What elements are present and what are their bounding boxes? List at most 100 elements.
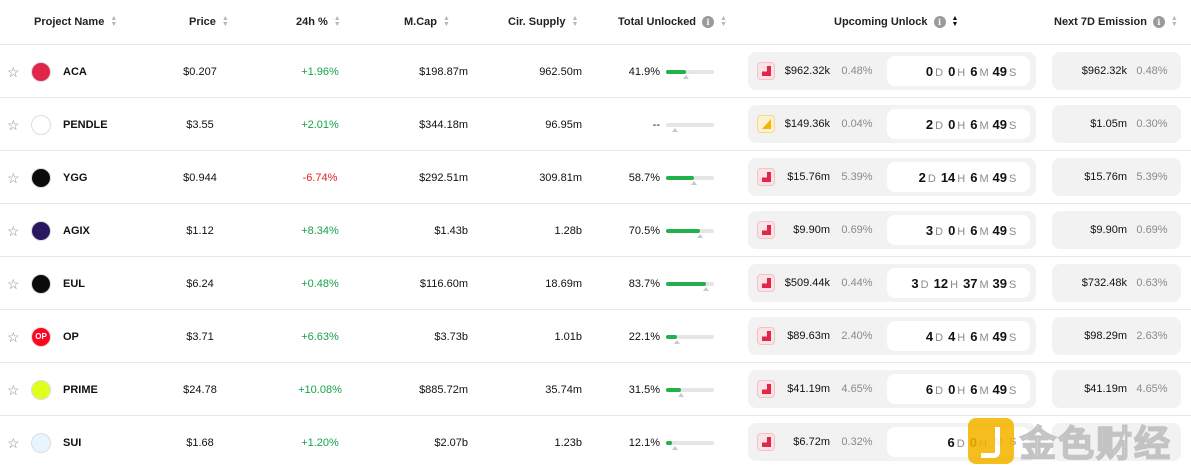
unit-days: D xyxy=(927,172,936,185)
col-project-name[interactable]: Project Name ▲ ▼ xyxy=(34,0,117,44)
project-symbol[interactable]: PENDLE xyxy=(63,118,108,131)
upcoming-unlock-card[interactable]: $509.44k 0.44% 3 D 12 H 37 M 39 S xyxy=(748,264,1036,302)
unit-hours: H xyxy=(957,384,966,397)
col-24h[interactable]: 24h % ▲ ▼ xyxy=(296,0,341,44)
unlock-marker-icon xyxy=(683,74,689,79)
info-icon[interactable]: i xyxy=(702,16,715,28)
unit-minutes: M xyxy=(979,278,989,291)
next-7d-emission-card[interactable]: $41.19m 4.65% xyxy=(1052,370,1181,408)
unit-seconds: S xyxy=(1009,172,1017,185)
upcoming-unlock-amount: $9.90m xyxy=(793,224,830,236)
sort-icon[interactable]: ▲ ▼ xyxy=(571,15,579,28)
mcap-value: $2.07b xyxy=(434,436,468,449)
sort-icon[interactable]: ▲ ▼ xyxy=(110,15,118,28)
col-total-unlocked[interactable]: Total Unlocked i ▲ ▼ xyxy=(618,0,727,44)
next-7d-emission-card[interactable] xyxy=(1052,423,1181,461)
table-row[interactable]: ☆ OP OP $3.71 +6.63% $3.73b 1.01b 22.1% $89.63m 2… xyxy=(0,309,1191,362)
next-7d-emission-card[interactable]: $962.32k 0.48% xyxy=(1052,52,1181,90)
table-row[interactable]: ☆ EUL $6.24 +0.48% $116.60m 18.69m 83.7% $509.4… xyxy=(0,256,1191,309)
project-symbol[interactable]: EUL xyxy=(63,277,85,290)
upcoming-unlock-card[interactable]: $149.36k 0.04% 2 D 0 H 6 M 49 S xyxy=(748,105,1036,143)
col-upcoming-unlock[interactable]: Upcoming Unlock i ▲ ▼ xyxy=(834,0,958,44)
project-symbol[interactable]: OP xyxy=(63,330,79,343)
unlock-progress-bar xyxy=(666,387,714,397)
upcoming-unlock-amount: $89.63m xyxy=(787,330,830,342)
countdown-timer: 6 D 0 H 6 M 49 S xyxy=(887,374,1030,404)
table-row[interactable]: ☆ ACA $0.207 +1.96% $198.87m 962.50m 41.9% $962… xyxy=(0,44,1191,97)
project-symbol[interactable]: AGIX xyxy=(63,224,90,237)
project-symbol[interactable]: ACA xyxy=(63,65,87,78)
table-row[interactable]: ☆ YGG $0.944 -6.74% $292.51m 309.81m 58.7% $15.… xyxy=(0,150,1191,203)
star-icon[interactable]: ☆ xyxy=(7,381,20,398)
sort-icon[interactable]: ▲ ▼ xyxy=(720,15,727,28)
pendle-logo-icon xyxy=(31,114,51,135)
countdown-days: 2 xyxy=(925,116,934,132)
project-symbol[interactable]: SUI xyxy=(63,436,82,449)
next-7d-emission-card[interactable]: $1.05m 0.30% xyxy=(1052,105,1181,143)
unit-minutes: M xyxy=(979,331,989,344)
upcoming-unlock-card[interactable]: $89.63m 2.40% 4 D 4 H 6 M 49 S xyxy=(748,317,1036,355)
star-icon[interactable]: ☆ xyxy=(7,328,20,345)
price-value: $24.78 xyxy=(183,383,217,396)
star-icon[interactable]: ☆ xyxy=(7,222,20,239)
upcoming-unlock-card[interactable]: $9.90m 0.69% 3 D 0 H 6 M 49 S xyxy=(748,211,1036,249)
star-icon[interactable]: ☆ xyxy=(7,169,20,186)
col-mcap[interactable]: M.Cap ▲ ▼ xyxy=(404,0,450,44)
col-24h-label: 24h % xyxy=(296,16,328,28)
upcoming-unlock-card[interactable]: $41.19m 4.65% 6 D 0 H 6 M 49 S xyxy=(748,370,1036,408)
next-7d-emission-card[interactable]: $15.76m 5.39% xyxy=(1052,158,1181,196)
upcoming-unlock-amount: $15.76m xyxy=(787,171,830,183)
countdown-days: 2 xyxy=(918,169,926,185)
next-7d-emission-card[interactable]: $98.29m 2.63% xyxy=(1052,317,1181,355)
table-row[interactable]: ☆ PRIME $24.78 +10.08% $885.72m 35.74m 31.5% $4… xyxy=(0,362,1191,415)
change-24h-value: +10.08% xyxy=(298,383,342,396)
unit-hours: H xyxy=(957,66,966,79)
unit-minutes: M xyxy=(979,384,989,397)
sort-icon[interactable]: ▲ ▼ xyxy=(221,15,229,28)
col-next-7d-emission[interactable]: Next 7D Emission i ▲ ▼ xyxy=(1054,0,1178,44)
unlock-type-icon xyxy=(757,433,775,451)
emission-amount: $1.05m xyxy=(1090,118,1127,130)
change-24h-value: +8.34% xyxy=(301,224,339,237)
star-icon[interactable]: ☆ xyxy=(7,275,20,292)
col-next-7d-emission-label: Next 7D Emission xyxy=(1054,16,1147,28)
unit-seconds: S xyxy=(1009,225,1017,238)
unit-hours: H xyxy=(957,331,966,344)
unit-hours: H xyxy=(950,278,959,291)
star-icon[interactable]: ☆ xyxy=(7,434,20,451)
table-row[interactable]: ☆ PENDLE $3.55 +2.01% $344.18m 96.95m -- $149.3… xyxy=(0,97,1191,150)
unlock-marker-icon xyxy=(691,180,697,185)
price-value: $1.68 xyxy=(186,436,214,449)
col-price[interactable]: Price ▲ ▼ xyxy=(189,0,229,44)
price-value: $0.207 xyxy=(183,65,217,78)
next-7d-emission-card[interactable]: $732.48k 0.63% xyxy=(1052,264,1181,302)
unit-minutes: M xyxy=(979,172,989,185)
unlock-progress-bar xyxy=(666,440,714,450)
info-icon[interactable]: i xyxy=(933,16,946,28)
sort-icon[interactable]: ▲ ▼ xyxy=(333,15,341,28)
star-icon[interactable]: ☆ xyxy=(7,63,20,80)
next-7d-emission-card[interactable]: $9.90m 0.69% xyxy=(1052,211,1181,249)
info-icon[interactable]: i xyxy=(1152,16,1165,28)
upcoming-unlock-card[interactable]: $15.76m 5.39% 2 D 14 H 6 M 49 S xyxy=(748,158,1036,196)
sort-icon-active[interactable]: ▲ ▼ xyxy=(951,15,959,28)
project-symbol[interactable]: PRIME xyxy=(63,383,98,396)
table-row[interactable]: ☆ SUI $1.68 +1.20% $2.07b 1.23b 12.1% $6.72m 0.3… xyxy=(0,415,1191,468)
sort-icon[interactable]: ▲ ▼ xyxy=(1170,15,1178,28)
cir-supply-value: 96.95m xyxy=(545,118,582,131)
upcoming-unlock-percent: 0.44% xyxy=(841,277,873,289)
countdown-minutes: 6 xyxy=(970,116,978,132)
change-24h-value: +2.01% xyxy=(301,118,339,131)
sort-icon[interactable]: ▲ ▼ xyxy=(443,15,450,28)
project-symbol[interactable]: YGG xyxy=(63,171,88,184)
table-row[interactable]: ☆ AGIX $1.12 +8.34% $1.43b 1.28b 70.5% $9.90m 0.… xyxy=(0,203,1191,256)
agix-logo-icon xyxy=(31,220,51,241)
countdown-timer: 2 D 14 H 6 M 49 S xyxy=(887,162,1030,192)
emission-percent: 5.39% xyxy=(1136,171,1168,183)
col-cir-supply[interactable]: Cir. Supply ▲ ▼ xyxy=(508,0,578,44)
unlock-marker-icon xyxy=(697,233,703,238)
countdown-seconds: 39 xyxy=(992,275,1007,291)
upcoming-unlock-card[interactable]: $962.32k 0.48% 0 D 0 H 6 M 49 S xyxy=(748,52,1036,90)
star-icon[interactable]: ☆ xyxy=(7,116,20,133)
upcoming-unlock-percent: 0.32% xyxy=(841,436,873,448)
